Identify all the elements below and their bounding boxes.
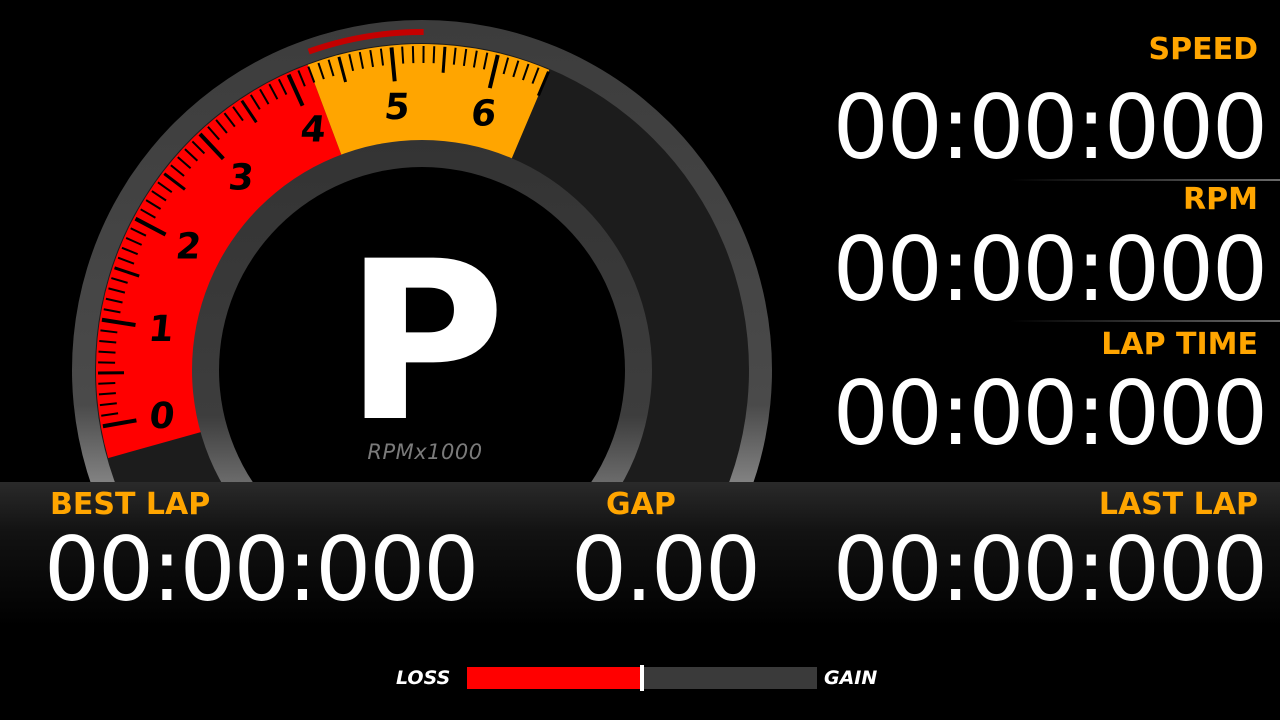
- best-lap-value: 00:00:000: [44, 518, 479, 621]
- gauge-minor-tick: [140, 208, 156, 219]
- gauge-minor-tick: [99, 402, 117, 407]
- gauge-minor-tick: [121, 246, 139, 256]
- gauge-minor-tick: [125, 237, 143, 246]
- gap-value: 0.00: [571, 518, 761, 621]
- gauge-scale-number: 1: [146, 308, 175, 350]
- gauge-minor-tick: [232, 106, 244, 122]
- last-lap-value: 00:00:000: [832, 518, 1268, 621]
- gauge-major-tick: [102, 418, 137, 429]
- divider: [1010, 320, 1280, 322]
- gauge-minor-tick: [99, 340, 117, 344]
- gauge-outer-redline-arc: [307, 28, 424, 55]
- gauge-scale-number: 4: [299, 108, 328, 150]
- divider: [1010, 179, 1280, 181]
- gauge-minor-tick: [108, 287, 126, 294]
- gauge-major-tick: [286, 73, 305, 107]
- gauge-minor-tick: [462, 48, 468, 67]
- gauge-minor-tick: [114, 266, 140, 278]
- gauge-ticks: [97, 45, 550, 429]
- gauge-minor-tick: [170, 164, 185, 177]
- gauge-minor-tick: [379, 48, 385, 66]
- gauge-minor-tick: [117, 256, 135, 265]
- gap-bar-marker: [640, 665, 644, 691]
- gauge-minor-tick: [111, 277, 128, 284]
- gauge-minor-tick: [98, 382, 116, 385]
- gauge-minor-tick: [502, 57, 510, 75]
- gauge-minor-tick: [472, 50, 478, 68]
- rpm-value: 00:00:000: [832, 218, 1268, 321]
- gauge-minor-tick: [337, 56, 348, 83]
- gauge-minor-tick: [358, 51, 365, 69]
- gauge-minor-tick: [317, 62, 325, 80]
- gauge-scale-number: 2: [174, 226, 203, 268]
- gauge-minor-tick: [177, 156, 192, 170]
- gauge-minor-tick: [277, 78, 288, 96]
- gauge-minor-tick: [103, 308, 121, 314]
- gauge-redline-band: [307, 44, 550, 168]
- gauge-center: [219, 167, 625, 500]
- gauge-scale-number: 3: [226, 157, 255, 199]
- gauge-minor-tick: [512, 60, 520, 78]
- gauge-minor-tick: [536, 71, 550, 97]
- gauge-major-tick: [198, 132, 225, 161]
- gap-bar: [467, 665, 817, 691]
- gauge-minor-tick: [531, 67, 540, 84]
- speed-label: SPEED: [1148, 32, 1258, 67]
- gauge-minor-tick: [259, 88, 270, 105]
- gap-gain-label: GAIN: [824, 667, 878, 689]
- gauge-minor-tick: [441, 46, 447, 73]
- gauge-minor-tick: [223, 112, 236, 128]
- gauge-minor-tick: [297, 70, 306, 87]
- gauge-minor-tick: [207, 126, 220, 141]
- bottom-panel: [0, 482, 1280, 626]
- gauge-minor-tick: [482, 52, 489, 70]
- gauge-minor-tick: [348, 54, 355, 72]
- gauge-minor-tick: [401, 46, 405, 64]
- best-lap-label: BEST LAP: [50, 487, 211, 522]
- gap-loss-label: LOSS: [396, 667, 451, 689]
- gauge-minor-tick: [145, 199, 162, 210]
- gauge-minor-tick: [521, 63, 530, 81]
- last-lap-label: LAST LAP: [1098, 487, 1258, 522]
- gauge-minor-tick: [130, 227, 147, 237]
- gauge-major-tick: [134, 216, 167, 237]
- gauge-major-tick: [487, 54, 500, 89]
- gauge-minor-tick: [98, 392, 116, 396]
- lap-time-label: LAP TIME: [1101, 327, 1258, 362]
- gauge-scale-number: 6: [469, 92, 498, 134]
- gauge-minor-tick: [307, 66, 316, 83]
- gap-label: GAP: [606, 487, 676, 522]
- gauge-minor-tick: [369, 49, 374, 68]
- gauge-minor-tick: [215, 119, 228, 134]
- gear-indicator: P: [344, 214, 506, 470]
- gauge-scale-number: 0: [147, 395, 176, 437]
- gauge-major-tick: [389, 47, 397, 82]
- gauge-minor-tick: [452, 47, 457, 65]
- gauge-minor-tick: [105, 297, 123, 304]
- lap-time-value: 00:00:000: [832, 362, 1268, 465]
- gauge-minor-tick: [240, 99, 258, 124]
- gauge-minor-tick: [98, 350, 116, 354]
- gauge-minor-tick: [184, 148, 199, 162]
- gauge-minor-tick: [163, 172, 186, 191]
- gauge-minor-tick: [157, 181, 173, 193]
- rpm-unit-label: RPMx1000: [367, 440, 483, 464]
- gauge-minor-tick: [249, 94, 261, 110]
- gauge-minor-tick: [327, 59, 335, 77]
- speed-value: 00:00:000: [832, 76, 1268, 179]
- rpm-label: RPM: [1183, 182, 1258, 217]
- gap-bar-loss-fill: [467, 667, 642, 689]
- gauge-major-tick: [101, 317, 136, 328]
- gauge-minor-tick: [191, 140, 206, 155]
- gauge-minor-tick: [268, 83, 279, 100]
- gauge-minor-tick: [151, 190, 167, 202]
- gauge-scale-number: 5: [382, 86, 411, 128]
- gauge-minor-tick: [100, 329, 118, 334]
- gauge-minor-tick: [101, 412, 119, 417]
- gauge-minor-tick: [432, 46, 436, 64]
